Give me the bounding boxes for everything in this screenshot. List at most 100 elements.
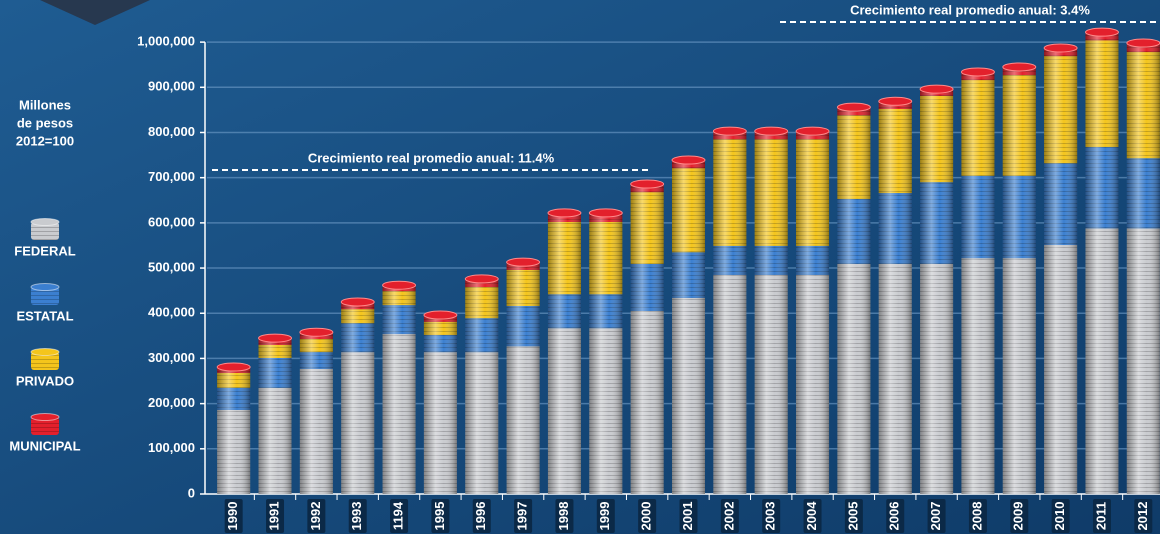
segment-shading [507,306,540,346]
stack-top [217,363,250,371]
stack-top [713,127,746,135]
legend-icon-top [31,219,59,226]
segment-shading [961,80,994,176]
segment-shading [631,264,664,311]
x-tick-label: 2007 [928,502,943,531]
y-tick-label: 1,000,000 [137,34,195,49]
segment-shading [300,339,333,352]
segment-shading [1127,158,1160,228]
segment-shading [1127,52,1160,158]
segment-shading [465,318,498,352]
x-tick-label: 2012 [1135,502,1150,531]
legend-label: FEDERAL [14,243,75,258]
segment-shading [961,258,994,494]
stack-top [424,311,457,319]
x-tick-label: 2006 [887,502,902,531]
segment-shading [755,275,788,494]
x-tick-label: 1990 [225,502,240,531]
x-tick-label: 2005 [845,502,860,531]
segment-shading [383,334,416,494]
legend-icon-top [31,284,59,291]
stack-top [1085,28,1118,36]
page: 0100,000200,000300,000400,000500,000600,… [0,0,1160,534]
segment-shading [672,298,705,494]
segment-shading [300,369,333,494]
y-tick-label: 900,000 [148,79,195,94]
stack-top [548,209,581,217]
stack-top [796,127,829,135]
segment-shading [713,246,746,275]
x-tick-label: 2011 [1093,502,1108,530]
stack-top [341,298,374,306]
legend-label: MUNICIPAL [9,438,80,453]
segment-shading [1044,163,1077,245]
stack-top [1127,39,1160,47]
annotation: Crecimiento real promedio anual: 11.4% [308,150,555,165]
x-tick-label: 2002 [721,502,736,531]
x-tick-label: 1996 [473,502,488,531]
segment-shading [920,264,953,494]
stack-top [1003,63,1036,71]
segment-shading [1044,56,1077,163]
segment-shading [548,222,581,294]
x-tick-label: 1997 [515,502,530,531]
stack-top [879,97,912,105]
segment-shading [383,305,416,334]
x-tick-label: 1993 [349,502,364,531]
x-tick-label: 2003 [763,502,778,531]
segment-shading [217,373,250,388]
segment-shading [879,193,912,264]
x-tick-label: 1999 [597,502,612,531]
stack-top [837,103,870,111]
stack-top [300,328,333,336]
stack-top [920,85,953,93]
segment-shading [507,270,540,306]
y-axis-label: 2012=100 [16,133,74,148]
segment-shading [920,182,953,264]
segment-shading [259,388,292,494]
stack-top [589,209,622,217]
segment-shading [755,139,788,246]
annotation: Crecimiento real promedio anual: 3.4% [850,2,1090,17]
segment-shading [217,410,250,494]
stack-top [961,68,994,76]
x-tick-label: 2008 [969,502,984,531]
stack-top [672,156,705,164]
segment-shading [341,323,374,352]
y-tick-label: 400,000 [148,305,195,320]
segment-shading [259,345,292,358]
x-tick-label: 2010 [1052,502,1067,531]
segment-shading [631,192,664,264]
y-tick-label: 300,000 [148,350,195,365]
segment-shading [713,275,746,494]
stack-top [465,275,498,283]
chart: 0100,000200,000300,000400,000500,000600,… [0,0,1160,534]
segment-shading [589,328,622,494]
y-tick-label: 800,000 [148,124,195,139]
segment-shading [341,309,374,323]
y-axis-label: de pesos [17,115,73,130]
x-tick-label: 2009 [1011,502,1026,531]
segment-shading [796,246,829,275]
y-tick-label: 0 [188,485,195,500]
segment-shading [837,199,870,264]
y-tick-label: 200,000 [148,395,195,410]
segment-shading [548,294,581,328]
legend-label: ESTATAL [16,308,73,323]
stack-top [631,180,664,188]
stack-top [1044,44,1077,52]
segment-shading [672,252,705,298]
segment-shading [879,109,912,193]
segment-shading [589,222,622,294]
segment-shading [837,264,870,494]
x-tick-label: 1194 [391,501,406,530]
segment-shading [1085,40,1118,147]
segment-shading [879,264,912,494]
segment-shading [631,311,664,494]
segment-shading [465,287,498,318]
x-tick-label: 2000 [639,502,654,531]
segment-shading [424,352,457,494]
segment-shading [796,275,829,494]
segment-shading [755,246,788,275]
segment-shading [259,358,292,388]
